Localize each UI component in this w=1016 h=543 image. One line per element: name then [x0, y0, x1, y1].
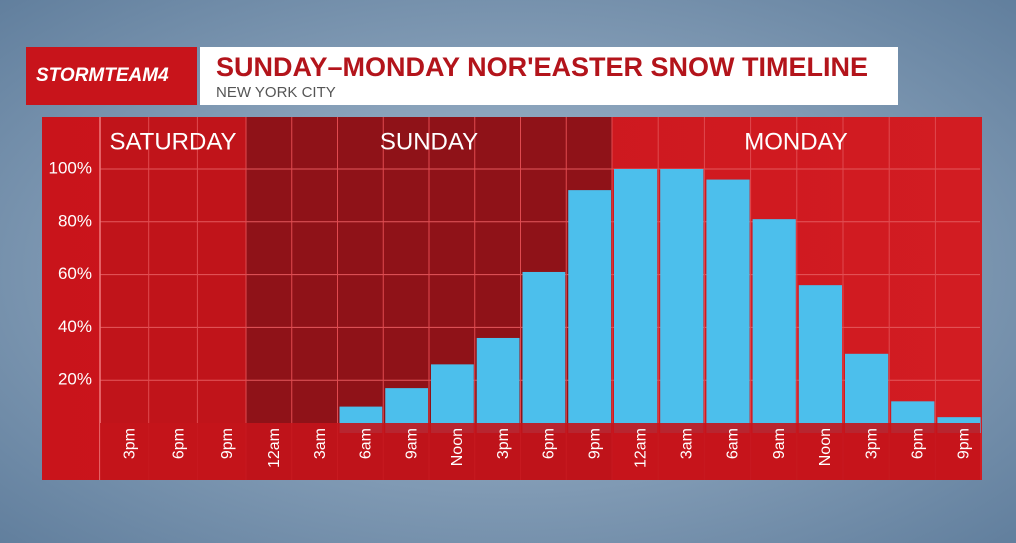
- day-label: SUNDAY: [380, 128, 478, 155]
- day-label: SATURDAY: [109, 128, 236, 155]
- x-tick-label: 12am: [632, 428, 649, 468]
- x-tick-label: Noon: [449, 428, 466, 466]
- x-tick-label: 3pm: [863, 428, 880, 459]
- x-tick-label: 3pm: [122, 428, 139, 459]
- bar: [660, 169, 704, 433]
- bar: [845, 353, 889, 433]
- y-tick-label: 100%: [49, 158, 92, 177]
- bar: [798, 285, 842, 433]
- x-tick-label: 6am: [725, 428, 742, 459]
- x-tick-label: 12am: [266, 428, 283, 468]
- x-tick-label: 3pm: [495, 428, 512, 459]
- x-tick-label: 9pm: [586, 428, 603, 459]
- x-tick-label: Noon: [817, 428, 834, 466]
- bar: [522, 271, 566, 433]
- chart-subtitle: NEW YORK CITY: [216, 84, 336, 101]
- bar: [614, 169, 658, 433]
- x-tick-label: 6pm: [170, 428, 187, 459]
- x-tick-label: 6am: [358, 428, 375, 459]
- x-tick-label: 9am: [771, 428, 788, 459]
- x-tick-label: 9am: [403, 428, 420, 459]
- bar: [431, 364, 474, 433]
- logo-box: [26, 47, 197, 105]
- y-tick-label: 80%: [58, 211, 92, 230]
- y-tick-label: 40%: [58, 317, 92, 336]
- day-label: MONDAY: [744, 128, 848, 155]
- bar: [752, 219, 796, 433]
- logo: STORMTEAM4: [36, 65, 169, 86]
- y-tick-label: 20%: [58, 370, 92, 389]
- x-label-band: [100, 423, 980, 480]
- x-tick-label: 6pm: [541, 428, 558, 459]
- bar: [706, 179, 750, 433]
- y-tick-label: 60%: [58, 264, 92, 283]
- x-tick-label: 3am: [312, 428, 329, 459]
- saturday-band: [100, 117, 246, 480]
- bar: [568, 190, 611, 433]
- x-tick-label: 6pm: [910, 428, 927, 459]
- chart-title: SUNDAY–MONDAY NOR'EASTER SNOW TIMELINE: [216, 52, 868, 82]
- title-bar: [200, 47, 898, 105]
- x-tick-label: 9pm: [956, 428, 973, 459]
- x-tick-label: 3am: [679, 428, 696, 459]
- x-tick-label: 9pm: [219, 428, 236, 459]
- bar: [476, 337, 520, 433]
